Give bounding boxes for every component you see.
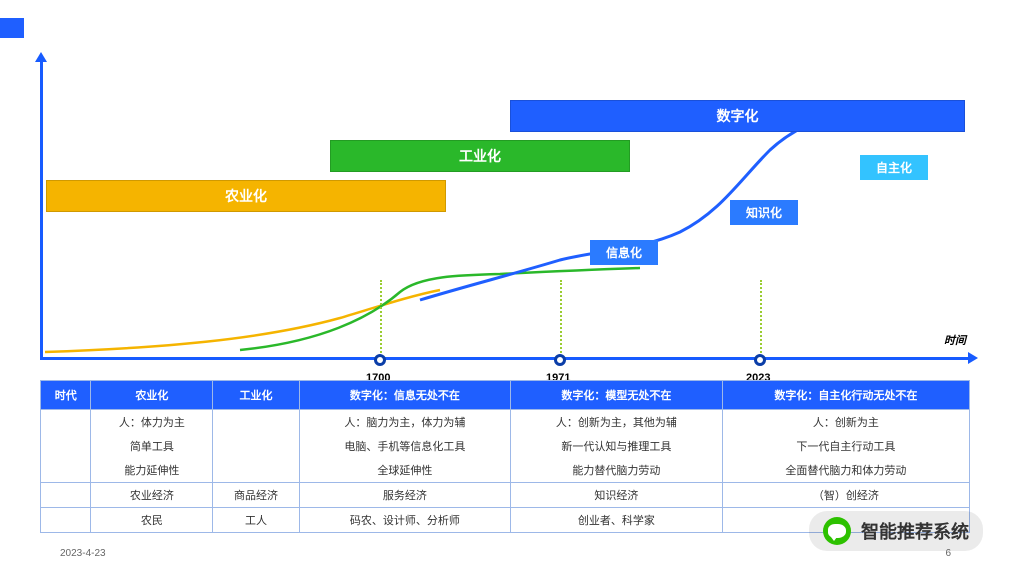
wechat-text: 智能推荐系统 [861, 518, 969, 544]
table-cell: 人：创新为主 [722, 410, 969, 435]
table-header: 时代 [41, 381, 91, 410]
table-row: 人：体力为主 人：脑力为主，体力为辅人：创新为主，其他为辅人：创新为主 [41, 410, 970, 435]
table-row: 能力延伸性 全球延伸性能力替代脑力劳动全面替代脑力和体力劳动 [41, 458, 970, 483]
table-cell: 人：创新为主，其他为辅 [511, 410, 723, 435]
era-bar: 数字化 [510, 100, 965, 132]
sub-era-bar: 知识化 [730, 200, 798, 225]
title-accent [0, 18, 24, 38]
table-cell [41, 508, 91, 533]
table-cell [41, 434, 91, 458]
table-cell: 工人 [213, 508, 299, 533]
table-cell: 新一代认知与推理工具 [511, 434, 723, 458]
table-cell: 农业经济 [91, 483, 213, 508]
table-cell: 服务经济 [299, 483, 511, 508]
marker-dot [554, 354, 566, 366]
curve-indus [240, 268, 640, 350]
table-cell: 农民 [91, 508, 213, 533]
table-cell: 全面替代脑力和体力劳动 [722, 458, 969, 483]
marker-dot [374, 354, 386, 366]
table-cell: （智）创经济 [722, 483, 969, 508]
marker-line [760, 280, 762, 360]
table-cell: 能力延伸性 [91, 458, 213, 483]
wechat-watermark: 智能推荐系统 [809, 511, 983, 551]
table-cell: 知识经济 [511, 483, 723, 508]
table-cell: 能力替代脑力劳动 [511, 458, 723, 483]
table-header: 数字化：信息无处不在 [299, 381, 511, 410]
table-cell [213, 434, 299, 458]
table-cell: 电脑、手机等信息化工具 [299, 434, 511, 458]
table-header: 工业化 [213, 381, 299, 410]
table-row: 农业经济商品经济服务经济知识经济（智）创经济 [41, 483, 970, 508]
era-bar: 工业化 [330, 140, 630, 172]
table-cell: 简单工具 [91, 434, 213, 458]
table-row: 简单工具 电脑、手机等信息化工具新一代认知与推理工具下一代自主行动工具 [41, 434, 970, 458]
table-header: 农业化 [91, 381, 213, 410]
wechat-icon [823, 517, 851, 545]
table-cell: 人：脑力为主，体力为辅 [299, 410, 511, 435]
era-bar: 农业化 [46, 180, 446, 212]
table-cell: 码农、设计师、分析师 [299, 508, 511, 533]
table-header: 数字化：自主化行动无处不在 [722, 381, 969, 410]
table-cell [213, 410, 299, 435]
marker-line [380, 280, 382, 360]
table-cell [213, 458, 299, 483]
sub-era-bar: 信息化 [590, 240, 658, 265]
timeline-chart: 时间 农业化工业化数字化 信息化知识化自主化 170019712023 [40, 60, 970, 360]
table-cell [41, 483, 91, 508]
table-cell: 人：体力为主 [91, 410, 213, 435]
table-cell [41, 458, 91, 483]
table-cell: 全球延伸性 [299, 458, 511, 483]
table-cell: 创业者、科学家 [511, 508, 723, 533]
marker-line [560, 280, 562, 360]
table-cell: 下一代自主行动工具 [722, 434, 969, 458]
table-cell: 商品经济 [213, 483, 299, 508]
footer: 2023-4-23 6 [60, 548, 951, 559]
table-header: 数字化：模型无处不在 [511, 381, 723, 410]
footer-date: 2023-4-23 [60, 548, 106, 559]
sub-era-bar: 自主化 [860, 155, 928, 180]
table-cell [41, 410, 91, 435]
marker-dot [754, 354, 766, 366]
